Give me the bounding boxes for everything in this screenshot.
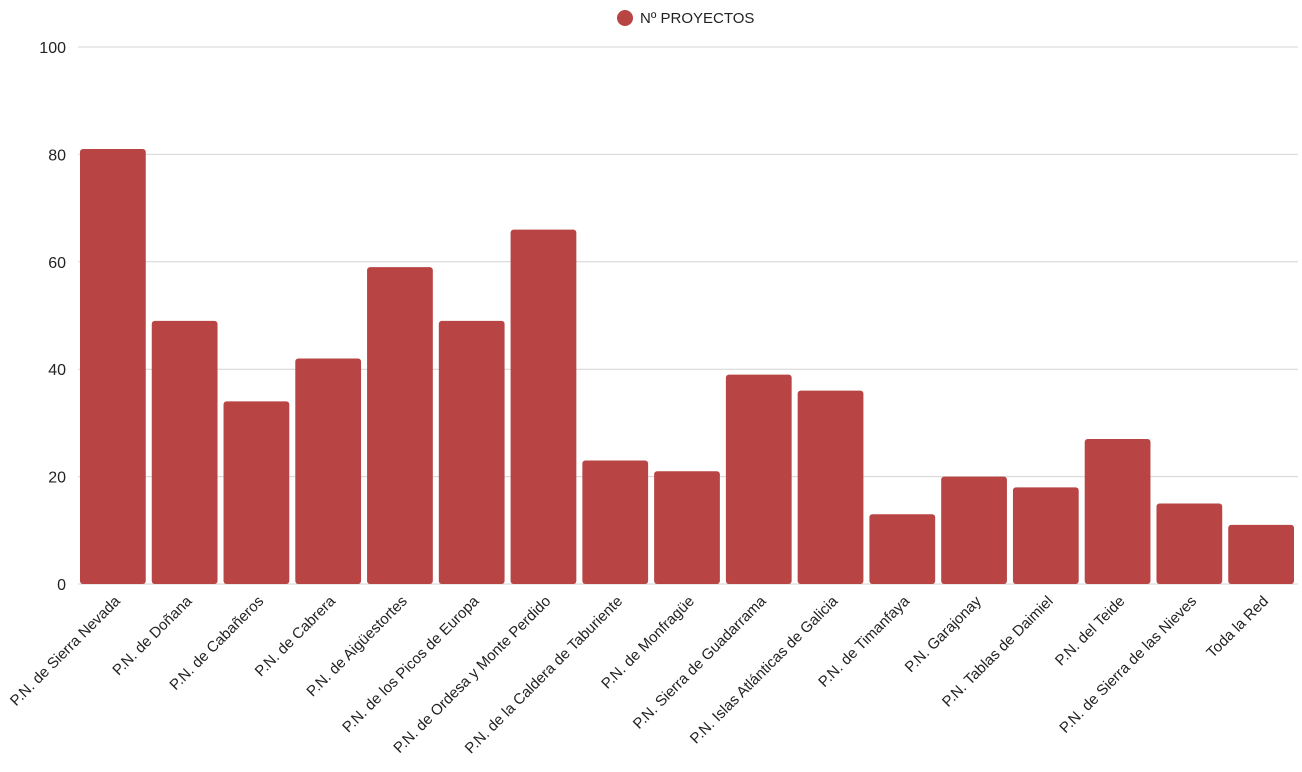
- bar: [941, 476, 1007, 584]
- y-tick-label: 80: [48, 147, 66, 164]
- y-tick-label: 20: [48, 470, 66, 487]
- bar: [151, 320, 218, 584]
- x-tick-label: P.N. de Sierra Nevada: [7, 592, 124, 709]
- bar: [1084, 439, 1151, 584]
- bar: [582, 460, 649, 584]
- y-tick-label: 0: [57, 577, 66, 594]
- bar: [1228, 524, 1294, 584]
- y-tick-label: 40: [48, 362, 66, 379]
- bar: [223, 401, 290, 584]
- bar: [1012, 487, 1079, 584]
- x-tick-label: P.N. de la Caldera de Taburiente: [462, 593, 626, 757]
- x-tick-label: Toda la Red: [1203, 593, 1272, 662]
- x-tick-label: P.N. del Teide: [1052, 593, 1129, 670]
- legend: Nº PROYECTOS: [617, 10, 754, 27]
- x-tick-label: P.N. Sierra de Guadarrama: [630, 592, 770, 732]
- bar: [438, 320, 505, 584]
- bar: [725, 374, 792, 584]
- bar: [510, 229, 577, 584]
- y-axis: 0 20 40 60 80 100: [39, 40, 66, 594]
- bars: [80, 149, 1294, 584]
- bar: [295, 358, 362, 584]
- bar: [797, 390, 864, 584]
- x-tick-label: P.N. Islas Atlánticas de Galicia: [687, 592, 842, 747]
- x-tick-label: P.N. de los Picos de Europa: [339, 592, 483, 736]
- bar: [367, 267, 433, 584]
- bar: [80, 149, 146, 584]
- y-tick-label: 60: [48, 255, 66, 272]
- bar: [869, 514, 936, 584]
- x-tick-label: P.N. de Sierra de las Nieves: [1056, 593, 1200, 737]
- legend-swatch: [617, 10, 633, 26]
- x-tick-label: P.N. de Ordesa y Monte Perdido: [390, 593, 554, 757]
- y-tick-label: 100: [39, 40, 66, 57]
- legend-label: Nº PROYECTOS: [640, 10, 754, 27]
- bar: [1156, 503, 1223, 584]
- bar: [654, 471, 720, 584]
